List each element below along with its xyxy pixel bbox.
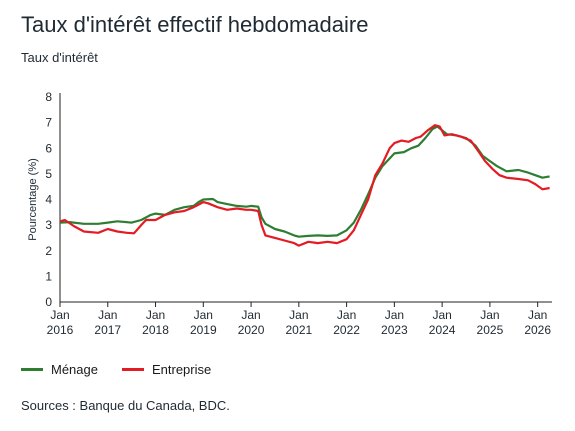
y-tick-label: 7 — [45, 116, 52, 130]
x-tick-label-year: 2024 — [429, 323, 456, 337]
series-line-menage — [59, 125, 550, 238]
x-tick-label-year: 2017 — [94, 323, 121, 337]
y-tick-label: 3 — [45, 218, 52, 232]
y-tick-label: 5 — [45, 167, 52, 181]
chart-legend: Ménage Entreprise — [21, 362, 211, 377]
x-tick-label-year: 2019 — [190, 323, 217, 337]
x-tick-label-month: Jan — [146, 308, 165, 322]
x-tick-label-month: Jan — [337, 308, 356, 322]
legend-label-menage: Ménage — [51, 362, 98, 377]
legend-swatch-entreprise — [121, 368, 144, 371]
chart-subtitle: Taux d'intérêt — [21, 50, 98, 65]
y-tick-label: 4 — [45, 193, 52, 207]
x-tick-label-year: 2025 — [477, 323, 504, 337]
legend-item-menage: Ménage — [21, 362, 98, 377]
legend-item-entreprise: Entreprise — [121, 362, 212, 377]
legend-label-entreprise: Entreprise — [151, 362, 212, 377]
x-tick-label-month: Jan — [528, 308, 547, 322]
x-tick-label-year: 2023 — [381, 323, 408, 337]
y-tick-label: 0 — [45, 295, 52, 309]
x-tick-label-year: 2016 — [47, 323, 74, 337]
x-tick-label-month: Jan — [50, 308, 69, 322]
x-tick-label-month: Jan — [385, 308, 404, 322]
x-tick-label-month: Jan — [480, 308, 499, 322]
y-tick-label: 8 — [45, 90, 52, 104]
x-tick-label-month: Jan — [98, 308, 117, 322]
x-tick-label-year: 2026 — [524, 323, 551, 337]
y-axis-label: Pourcentage (%) — [27, 158, 39, 241]
source-note: Sources : Banque du Canada, BDC. — [21, 398, 230, 413]
y-tick-label: 6 — [45, 141, 52, 155]
chart-title: Taux d'intérêt effectif hebdomadaire — [21, 12, 369, 37]
x-tick-label-month: Jan — [194, 308, 213, 322]
y-tick-label: 1 — [45, 269, 52, 283]
series-line-entreprise — [59, 124, 550, 247]
x-tick-label-year: 2022 — [333, 323, 360, 337]
x-tick-label-year: 2018 — [142, 323, 169, 337]
x-tick-label-month: Jan — [432, 308, 451, 322]
x-tick-label-year: 2020 — [238, 323, 265, 337]
y-tick-label: 2 — [45, 244, 52, 258]
x-tick-label-month: Jan — [289, 308, 308, 322]
x-tick-label-month: Jan — [241, 308, 260, 322]
x-tick-label-year: 2021 — [285, 323, 312, 337]
legend-swatch-menage — [21, 368, 43, 371]
